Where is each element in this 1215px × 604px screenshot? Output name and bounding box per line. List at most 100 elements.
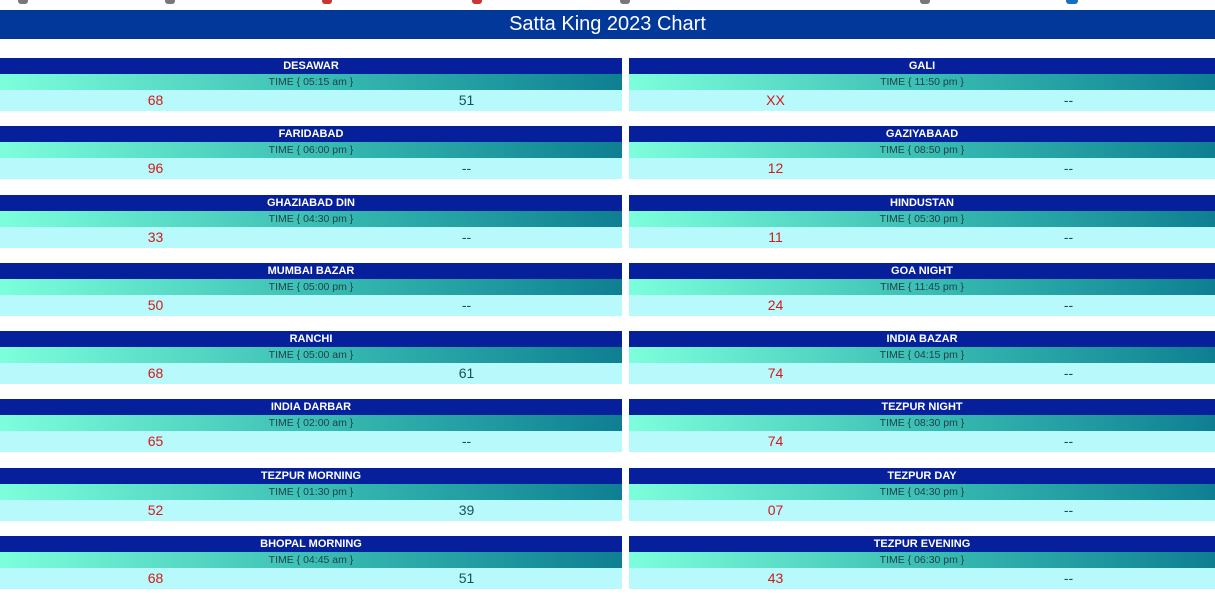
- game-card: GAZIYABAAD TIME { 08:50 pm } 12 --: [629, 126, 1215, 180]
- today-result: --: [461, 228, 472, 245]
- today-result: --: [1063, 501, 1074, 518]
- results-row: BHOPAL MORNING TIME { 04:45 am } 68 51 TEZPU…: [0, 536, 1215, 604]
- today-result: 39: [458, 501, 475, 518]
- clipped-icon: [472, 0, 482, 4]
- game-time: TIME { 01:30 pm }: [0, 483, 622, 500]
- game-time: TIME { 08:30 pm }: [629, 415, 1215, 432]
- yesterday-result: XX: [766, 92, 785, 108]
- results-row: RANCHI TIME { 05:00 am } 68 61 INDIA BAZAR TI…: [0, 331, 1215, 399]
- yesterday-result: 65: [147, 433, 164, 450]
- game-time: TIME { 05:15 am }: [0, 74, 622, 90]
- game-time: TIME { 04:15 pm }: [629, 347, 1215, 364]
- results-grid: DESAWAR TIME { 05:15 am } 68 51 GALI TIME { 1…: [0, 58, 1215, 604]
- game-results: 74 --: [629, 363, 1215, 385]
- game-results: 68 51: [0, 568, 622, 590]
- game-results: 11 --: [629, 226, 1215, 248]
- clipped-icon: [18, 0, 28, 4]
- yesterday-result: 52: [147, 501, 164, 518]
- game-name: GHAZIABAD DIN: [0, 194, 622, 211]
- yesterday-result: 33: [147, 228, 164, 245]
- game-results: 07 --: [629, 499, 1215, 521]
- clipped-icon: [322, 0, 332, 4]
- game-time: TIME { 05:30 pm }: [629, 210, 1215, 227]
- today-result: 61: [458, 365, 475, 382]
- results-row: GHAZIABAD DIN TIME { 04:30 pm } 33 -- HINDUS…: [0, 194, 1215, 263]
- game-card: HINDUSTAN TIME { 05:30 pm } 11 --: [629, 194, 1215, 248]
- today-result: --: [1063, 92, 1074, 108]
- yesterday-result: 96: [147, 160, 164, 177]
- game-results: 68 61: [0, 363, 622, 385]
- today-result: --: [1063, 296, 1074, 313]
- game-time: TIME { 04:45 am }: [0, 552, 622, 569]
- results-row: TEZPUR MORNING TIME { 01:30 pm } 52 39 TEZPU…: [0, 467, 1215, 536]
- game-name: TEZPUR MORNING: [0, 467, 622, 484]
- clipped-icon: [165, 0, 175, 4]
- game-name: BHOPAL MORNING: [0, 536, 622, 553]
- today-result: --: [461, 160, 472, 177]
- game-time: TIME { 11:45 pm }: [629, 278, 1215, 295]
- game-results: 68 51: [0, 90, 622, 111]
- game-name: INDIA DARBAR: [0, 399, 622, 416]
- yesterday-result: 11: [768, 228, 783, 245]
- game-card: INDIA DARBAR TIME { 02:00 am } 65 --: [0, 399, 622, 453]
- yesterday-result: 07: [767, 501, 784, 518]
- game-card: TEZPUR NIGHT TIME { 08:30 pm } 74 --: [629, 399, 1215, 453]
- game-card: TEZPUR MORNING TIME { 01:30 pm } 52 39: [0, 467, 622, 521]
- game-name: HINDUSTAN: [629, 194, 1215, 211]
- game-card: GOA NIGHT TIME { 11:45 pm } 24 --: [629, 262, 1215, 316]
- game-card: BHOPAL MORNING TIME { 04:45 am } 68 51: [0, 536, 622, 590]
- yesterday-result: 12: [767, 160, 784, 177]
- results-row: FARIDABAD TIME { 06:00 pm } 96 -- GAZIYABAAD…: [0, 126, 1215, 194]
- clipped-icon: [1066, 0, 1078, 4]
- yesterday-result: 43: [767, 570, 784, 587]
- results-row: INDIA DARBAR TIME { 02:00 am } 65 -- TEZPUR …: [0, 399, 1215, 467]
- game-card: RANCHI TIME { 05:00 am } 68 61: [0, 331, 622, 385]
- game-card: FARIDABAD TIME { 06:00 pm } 96 --: [0, 126, 622, 180]
- game-name: FARIDABAD: [0, 126, 622, 143]
- game-time: TIME { 11:50 pm }: [629, 74, 1215, 90]
- game-name: DESAWAR: [0, 58, 622, 74]
- game-time: TIME { 02:00 am }: [0, 415, 622, 432]
- game-time: TIME { 04:30 pm }: [0, 210, 622, 227]
- game-card: INDIA BAZAR TIME { 04:15 pm } 74 --: [629, 331, 1215, 385]
- today-result: --: [1063, 365, 1074, 382]
- game-time: TIME { 05:00 pm }: [0, 278, 622, 295]
- results-row: DESAWAR TIME { 05:15 am } 68 51 GALI TIME { 1…: [0, 58, 1215, 126]
- today-result: 51: [458, 92, 475, 108]
- clipped-top-strip: [0, 0, 1215, 6]
- yesterday-result: 74: [767, 433, 784, 450]
- today-result: --: [1063, 433, 1074, 450]
- game-name: TEZPUR EVENING: [629, 536, 1215, 553]
- game-results: 65 --: [0, 431, 622, 453]
- yesterday-result: 68: [147, 92, 164, 108]
- game-name: RANCHI: [0, 331, 622, 348]
- game-results: 33 --: [0, 226, 622, 248]
- yesterday-result: 68: [147, 365, 164, 382]
- game-name: GALI: [629, 58, 1215, 74]
- game-name: TEZPUR NIGHT: [629, 399, 1215, 416]
- game-card: MUMBAI BAZAR TIME { 05:00 pm } 50 --: [0, 262, 622, 316]
- today-result: --: [461, 433, 472, 450]
- results-row: MUMBAI BAZAR TIME { 05:00 pm } 50 -- GOA NIG…: [0, 262, 1215, 331]
- game-time: TIME { 04:30 pm }: [629, 483, 1215, 500]
- game-card: TEZPUR DAY TIME { 04:30 pm } 07 --: [629, 467, 1215, 521]
- game-name: INDIA BAZAR: [629, 331, 1215, 348]
- game-card: TEZPUR EVENING TIME { 06:30 pm } 43 --: [629, 536, 1215, 590]
- yesterday-result: 24: [767, 296, 784, 313]
- game-card: GALI TIME { 11:50 pm } XX --: [629, 58, 1215, 111]
- game-results: 24 --: [629, 294, 1215, 316]
- today-result: --: [461, 296, 472, 313]
- page-title: Satta King 2023 Chart: [0, 10, 1215, 39]
- clipped-icon: [920, 0, 930, 4]
- game-name: MUMBAI BAZAR: [0, 262, 622, 279]
- game-name: GOA NIGHT: [629, 262, 1215, 279]
- today-result: --: [1063, 160, 1074, 177]
- yesterday-result: 74: [767, 365, 784, 382]
- game-results: 12 --: [629, 158, 1215, 180]
- game-card: GHAZIABAD DIN TIME { 04:30 pm } 33 --: [0, 194, 622, 248]
- game-results: 96 --: [0, 158, 622, 180]
- game-results: 50 --: [0, 294, 622, 316]
- yesterday-result: 68: [147, 570, 164, 587]
- clipped-icon: [620, 0, 630, 4]
- game-time: TIME { 06:30 pm }: [629, 552, 1215, 569]
